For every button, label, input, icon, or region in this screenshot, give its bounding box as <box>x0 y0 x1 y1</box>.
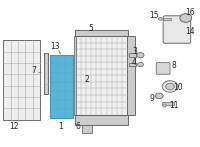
Text: 16: 16 <box>186 8 195 17</box>
Bar <box>44 53 48 94</box>
Bar <box>74 36 76 115</box>
Polygon shape <box>155 93 164 99</box>
Text: 4: 4 <box>132 58 137 67</box>
Circle shape <box>166 83 174 90</box>
Text: 1: 1 <box>58 122 63 131</box>
Bar <box>75 115 128 125</box>
Circle shape <box>162 81 178 92</box>
Text: 12: 12 <box>9 122 19 131</box>
Text: 5: 5 <box>89 24 94 33</box>
Bar <box>162 102 174 105</box>
Text: 10: 10 <box>173 83 183 92</box>
Circle shape <box>137 53 144 58</box>
Bar <box>129 53 136 57</box>
Text: 15: 15 <box>149 11 159 20</box>
Bar <box>75 36 128 115</box>
Text: 3: 3 <box>132 47 137 56</box>
Circle shape <box>180 14 192 22</box>
Text: 2: 2 <box>85 75 90 84</box>
Bar <box>82 125 92 133</box>
Text: 13: 13 <box>50 42 59 51</box>
FancyBboxPatch shape <box>163 16 191 43</box>
Text: 9: 9 <box>150 93 155 102</box>
Bar <box>50 55 73 118</box>
Bar <box>129 63 136 66</box>
Circle shape <box>137 62 143 67</box>
Bar <box>163 17 171 20</box>
Text: 8: 8 <box>172 61 176 70</box>
Bar <box>75 30 128 36</box>
Circle shape <box>158 17 162 20</box>
Text: 6: 6 <box>76 122 81 131</box>
Text: 11: 11 <box>169 101 179 110</box>
Text: 7: 7 <box>31 66 36 75</box>
Bar <box>3 40 40 120</box>
Text: 14: 14 <box>186 27 195 36</box>
Bar <box>163 104 166 107</box>
Bar <box>127 36 135 115</box>
FancyBboxPatch shape <box>156 63 170 74</box>
